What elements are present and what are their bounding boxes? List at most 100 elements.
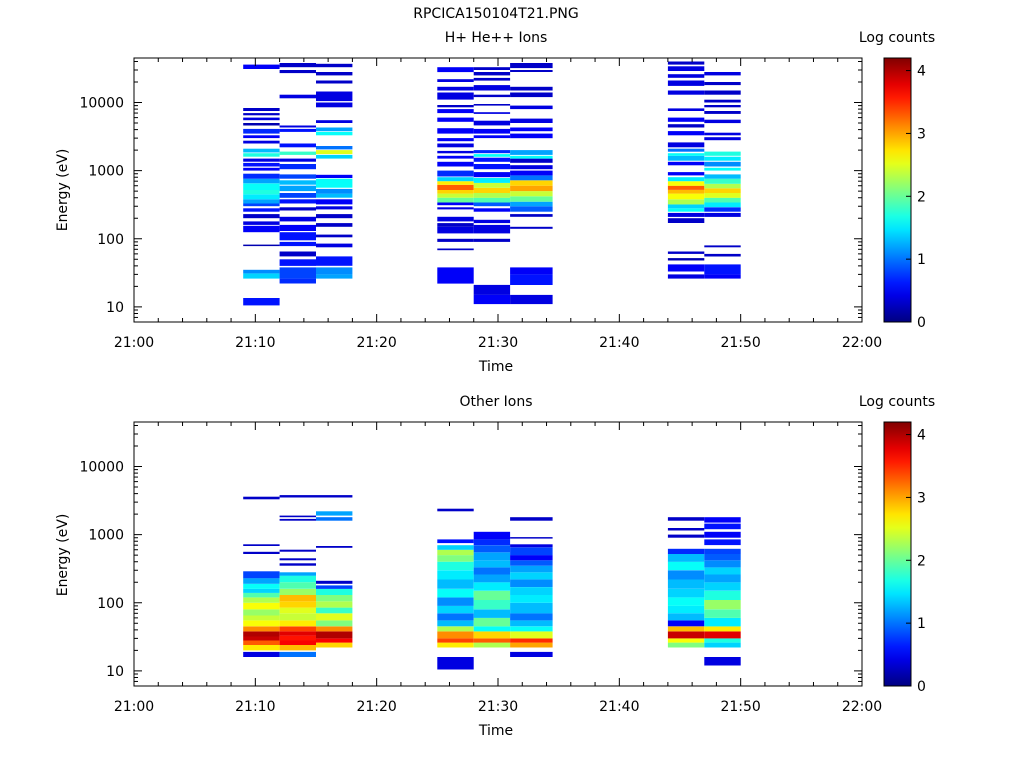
heatmap-cell [437,143,474,148]
y-tick-label: 1000 [88,164,124,180]
heatmap-cell [279,635,316,641]
colorbar-tick-label: 0 [917,315,926,331]
heatmap-cell [437,216,474,222]
heatmap-cell [473,154,511,157]
heatmap-cell [279,595,316,602]
heatmap-cell [510,118,553,123]
colorbar-tick-label: 0 [917,679,926,695]
heatmap-cell [243,609,280,616]
heatmap-cell [243,190,280,195]
heatmap-cell [437,549,474,556]
heatmap-cell [316,63,353,68]
heatmap-cell [510,579,553,587]
heatmap-cell [316,214,353,219]
heatmap-cell [704,132,741,136]
heatmap-cell [510,274,553,285]
heatmap-cell [667,579,705,589]
heatmap-cell [704,72,741,76]
colorbar-tick-label: 2 [917,553,926,569]
heatmap-cell [473,574,511,583]
heatmap-cell [437,597,474,606]
heatmap-cell [316,638,353,643]
x-tick-label: 22:00 [842,699,882,715]
heatmap-cell [437,267,474,284]
heatmap-cell [704,253,741,257]
heatmap-cell [473,617,511,627]
heatmap-cell [279,251,316,257]
heatmap-cell [243,183,280,190]
heatmap-cell [667,620,705,627]
heatmap-cell [667,613,705,621]
heatmap-cell [316,120,353,123]
heatmap-cell [667,155,705,161]
heatmap-cell [473,164,511,170]
heatmap-cell [243,194,280,200]
heatmap-cell [316,223,353,227]
heatmap-cell [473,85,511,91]
y-tick-label: 10000 [79,460,124,476]
y-tick-label: 10 [106,300,124,316]
heatmap-cell [279,193,316,198]
heatmap-cell [473,128,511,134]
heatmap-cell [243,140,280,144]
heatmap-cell [704,626,741,632]
heatmap-cell [243,203,280,207]
heatmap-cell [473,150,511,154]
y-tick-label: 10 [106,664,124,680]
heatmap-cell [279,626,316,632]
heatmap-cell [473,219,511,224]
heatmap-cell [437,184,474,190]
figure-title: RPCICA150104T21.PNG [413,6,578,22]
heatmap-cell [316,580,353,584]
heatmap-cell [316,495,353,498]
heatmap-cell [667,61,705,65]
heatmap-cell [279,582,316,589]
heatmap-cell [316,256,353,266]
axes: 21:00 21:10 21:20 21:30 21:40 21:50 22:00 10 100… [79,421,882,715]
heatmap-cell [704,111,741,114]
heatmap-cell [243,108,280,111]
heatmap-cell [243,214,280,219]
y-axis-label: Energy (eV) [55,149,71,232]
heatmap-cell [704,657,741,666]
heatmap-cell [510,620,553,627]
heatmap-cell [316,174,353,178]
heatmap-cell [667,204,705,209]
y-tick-label: 100 [97,596,124,612]
heatmap-cell [437,588,474,598]
heatmap-cell [510,537,553,539]
heatmap-cell [667,181,705,186]
heatmap-cell [437,92,474,100]
heatmap-cell [667,626,705,632]
heatmap-cell [667,131,705,136]
heatmap-cell [473,112,511,114]
heatmap-cell [243,620,280,627]
heatmap-cell [437,181,474,185]
heatmap-cell [667,74,705,78]
heatmap-cell [243,298,280,306]
heatmap-cell [279,207,316,211]
heatmap-cell [510,191,553,197]
heatmap-cell [473,560,511,568]
heatmap-cell [473,178,511,183]
heatmap-cell [243,148,280,153]
heatmap-cell [510,517,553,521]
heatmap-cell [473,567,511,575]
colorbar-tick-label: 1 [917,616,926,632]
heatmap-cell [510,196,553,202]
heatmap-cell [667,177,705,182]
heatmap-cell [510,613,553,621]
heatmap-cell [243,571,280,579]
heatmap-cell [667,212,705,217]
heatmap-cell [510,595,553,603]
heatmap-cell [437,579,474,589]
heatmap-cell [473,187,511,193]
heatmap-cell [704,174,741,179]
heatmap-cell [510,547,553,556]
heatmap-cell [279,631,316,636]
heatmap-cell [279,232,316,241]
heatmap-cell [667,642,705,648]
heatmap-cell [473,294,511,305]
heatmap-cell [667,185,705,190]
heatmap-cell [243,128,280,134]
